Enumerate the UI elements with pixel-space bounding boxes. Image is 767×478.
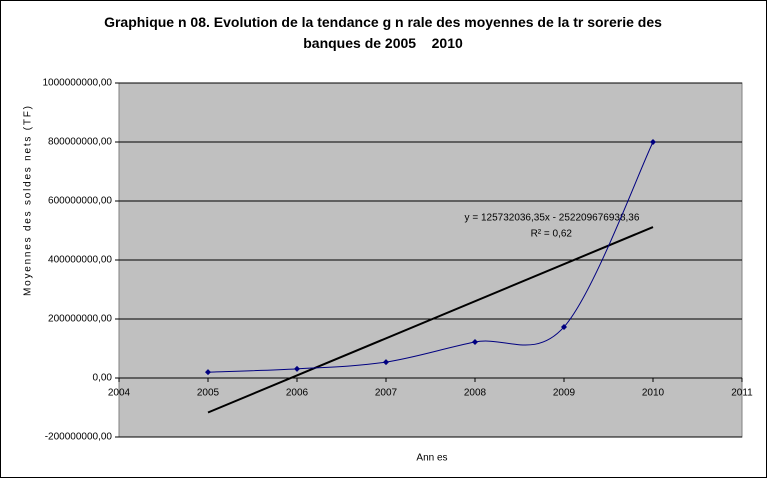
trend-r2: R² = 0,62 bbox=[531, 229, 573, 240]
x-tick-label: 2009 bbox=[553, 388, 576, 399]
y-tick-label: 800000000,00 bbox=[48, 137, 112, 148]
marker bbox=[650, 139, 656, 145]
marker bbox=[561, 323, 567, 330]
x-axis-label: Ann es bbox=[416, 453, 447, 464]
y-tick-label: 200000000,00 bbox=[48, 314, 112, 325]
marker bbox=[294, 365, 300, 372]
marker bbox=[472, 339, 478, 346]
y-tick-label: -200000000,00 bbox=[45, 432, 113, 443]
x-tick-label: 2004 bbox=[108, 388, 131, 399]
x-tick-label: 2010 bbox=[642, 388, 665, 399]
x-tick-label: 2005 bbox=[197, 388, 220, 399]
y-tick-label: 1000000000,00 bbox=[42, 78, 112, 89]
marker bbox=[383, 359, 389, 366]
y-tick-label: 600000000,00 bbox=[48, 196, 112, 207]
y-axis-label: Moyennes des soldes nets (TF) bbox=[23, 106, 34, 296]
x-tick-label: 2007 bbox=[375, 388, 398, 399]
trendline bbox=[207, 226, 654, 414]
trend-equation: y = 125732036,35x - 252209676938,36 bbox=[465, 213, 640, 224]
x-tick-label: 2008 bbox=[464, 388, 487, 399]
y-tick-label: 0,00 bbox=[93, 373, 113, 384]
x-tick-label: 2006 bbox=[286, 388, 309, 399]
chart-title: Graphique n 08. Evolution de la tendance… bbox=[104, 14, 666, 51]
y-tick-label: 400000000,00 bbox=[48, 255, 112, 266]
x-tick-label: 2011 bbox=[731, 388, 753, 399]
marker bbox=[205, 369, 211, 376]
